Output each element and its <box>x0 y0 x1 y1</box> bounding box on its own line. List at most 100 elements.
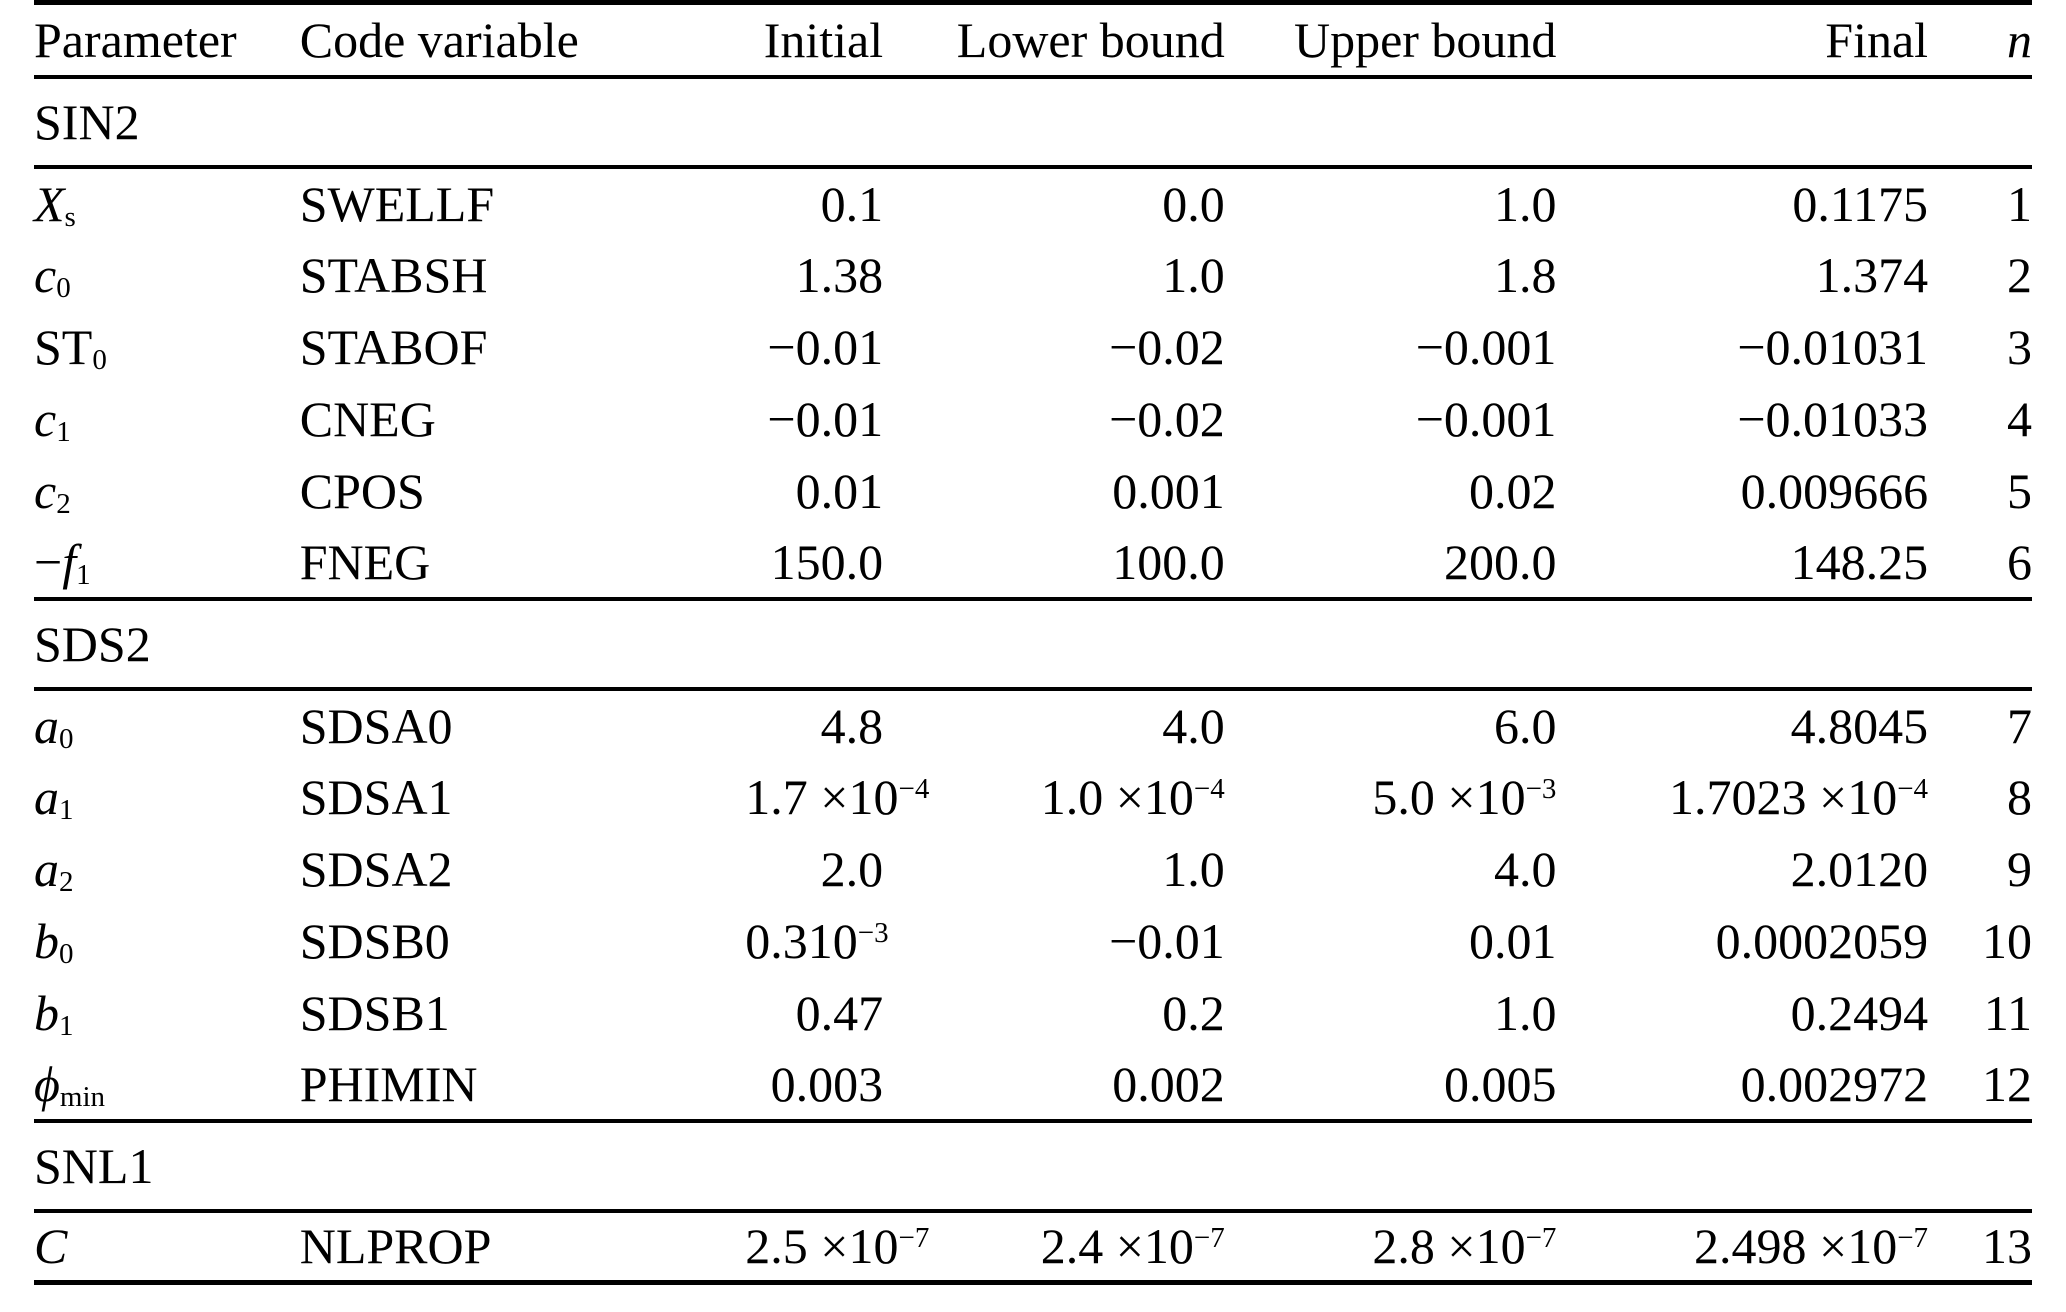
table-row: c2 CPOS 0.01 0.001 0.02 0.009666 5 <box>34 455 2032 527</box>
cell-initial: 1.7 ×10−4 <box>745 768 930 825</box>
table-row: a0 SDSA0 4.8 4.0 6.0 4.8045 7 <box>34 689 2032 761</box>
cell-parameter: a2 <box>34 840 74 898</box>
cell-initial: 150.0 <box>770 533 884 590</box>
cell-code-variable: STABOF <box>299 318 488 375</box>
cell-final: 2.0120 <box>1790 840 1929 897</box>
cell-final: −0.01033 <box>1737 390 1929 447</box>
table-row: c0 STABSH 1.38 1.0 1.8 1.374 2 <box>34 239 2032 311</box>
cell-n: 7 <box>2007 697 2032 754</box>
section-row: SIN2 <box>34 76 2032 167</box>
section-row: SNL1 <box>34 1120 2032 1211</box>
cell-upper-bound: 1.0 <box>1493 984 1557 1041</box>
cell-lower-bound: 4.0 <box>1162 697 1225 754</box>
cell-lower-bound: 100.0 <box>1112 533 1225 590</box>
cell-n: 10 <box>1982 912 2032 969</box>
cell-initial: 4.8 <box>820 697 884 754</box>
table-row: b1 SDSB1 0.47 0.2 1.0 0.2494 11 <box>34 977 2032 1049</box>
cell-final: 4.8045 <box>1790 697 1929 754</box>
cell-initial: −0.01 <box>767 390 884 447</box>
cell-lower-bound: 0.002 <box>1112 1055 1225 1112</box>
cell-code-variable: STABSH <box>299 246 488 303</box>
cell-code-variable: CPOS <box>299 462 425 519</box>
cell-upper-bound: 4.0 <box>1493 840 1557 897</box>
cell-parameter: c0 <box>34 246 71 304</box>
table-row: ST0 STABOF −0.01 −0.02 −0.001 −0.01031 3 <box>34 311 2032 383</box>
cell-upper-bound: 1.8 <box>1493 246 1557 303</box>
table-row: c1 CNEG −0.01 −0.02 −0.001 −0.01033 4 <box>34 383 2032 455</box>
section-label: SIN2 <box>34 93 140 150</box>
cell-lower-bound: 0.001 <box>1112 462 1225 519</box>
table-row: b0 SDSB0 0.310−3 −0.01 0.01 0.0002059 10 <box>34 905 2032 977</box>
cell-lower-bound: 0.2 <box>1162 984 1225 1041</box>
cell-upper-bound: 0.02 <box>1468 462 1557 519</box>
table-header: Parameter Code variable Initial Lower bound… <box>34 3 2032 77</box>
cell-n: 3 <box>2007 318 2032 375</box>
cell-final: 0.009666 <box>1740 462 1929 519</box>
cell-parameter: ϕmin <box>34 1055 106 1113</box>
cell-upper-bound: 2.8 ×10−7 <box>1372 1218 1557 1275</box>
cell-final: 1.7023 ×10−4 <box>1669 768 1929 825</box>
cell-parameter: c2 <box>34 462 71 520</box>
cell-final: 0.2494 <box>1790 984 1929 1041</box>
cell-n: 9 <box>2007 840 2032 897</box>
cell-lower-bound: −0.02 <box>1109 318 1225 375</box>
parameters-table: Parameter Code variable Initial Lower bound… <box>34 0 2032 1285</box>
cell-parameter: ST0 <box>34 318 107 376</box>
cell-code-variable: SDSA1 <box>299 768 453 825</box>
cell-upper-bound: 0.01 <box>1468 912 1557 969</box>
column-header-n: n <box>2007 11 2032 68</box>
cell-lower-bound: −0.01 <box>1109 912 1225 969</box>
cell-initial: 2.5 ×10−7 <box>745 1218 930 1275</box>
section-row: SDS2 <box>34 598 2032 689</box>
cell-n: 8 <box>2007 768 2032 825</box>
column-header-parameter: Parameter <box>34 11 237 68</box>
table-row: C NLPROP 2.5 ×10−7 2.4 ×10−7 2.8 ×10−7 2.498 … <box>34 1211 2032 1283</box>
cell-n: 12 <box>1982 1055 2032 1112</box>
cell-lower-bound: 2.4 ×10−7 <box>1040 1218 1225 1275</box>
cell-lower-bound: 1.0 <box>1162 246 1225 303</box>
cell-n: 5 <box>2007 462 2032 519</box>
cell-final: 2.498 ×10−7 <box>1694 1218 1929 1275</box>
section-label: SDS2 <box>34 615 151 672</box>
cell-final: 0.002972 <box>1740 1055 1929 1112</box>
cell-parameter: b1 <box>34 984 74 1042</box>
header-row: Parameter Code variable Initial Lower bound… <box>34 3 2032 77</box>
cell-final: 0.1175 <box>1792 175 1929 232</box>
cell-parameter: −f1 <box>34 533 91 591</box>
cell-upper-bound: 1.0 <box>1493 175 1557 232</box>
cell-parameter: C <box>34 1218 68 1275</box>
cell-code-variable: PHIMIN <box>299 1055 478 1112</box>
cell-upper-bound: 0.005 <box>1443 1055 1557 1112</box>
column-header-upper-bound: Upper bound <box>1293 11 1557 68</box>
cell-parameter: Xs <box>34 175 76 233</box>
cell-initial: −0.01 <box>767 318 884 375</box>
cell-n: 4 <box>2007 390 2032 447</box>
cell-final: 0.0002059 <box>1715 912 1929 969</box>
cell-lower-bound: 1.0 <box>1162 840 1225 897</box>
cell-upper-bound: −0.001 <box>1415 318 1557 375</box>
column-header-lower-bound: Lower bound <box>956 11 1225 68</box>
cell-parameter: c1 <box>34 390 71 448</box>
cell-initial: 0.003 <box>770 1055 884 1112</box>
column-header-code-variable: Code variable <box>299 11 579 68</box>
cell-initial: 0.1 <box>820 175 884 232</box>
cell-code-variable: SWELLF <box>299 175 495 232</box>
cell-parameter: a0 <box>34 697 74 755</box>
cell-upper-bound: 200.0 <box>1443 533 1557 590</box>
cell-lower-bound: −0.02 <box>1109 390 1225 447</box>
cell-code-variable: CNEG <box>299 390 436 447</box>
table-row: −f1 FNEG 150.0 100.0 200.0 148.25 6 <box>34 527 2032 599</box>
cell-upper-bound: −0.001 <box>1415 390 1557 447</box>
cell-code-variable: SDSA2 <box>299 840 453 897</box>
table-row: a2 SDSA2 2.0 1.0 4.0 2.0120 9 <box>34 833 2032 905</box>
cell-initial: 1.38 <box>795 246 884 303</box>
cell-code-variable: SDSB0 <box>299 912 450 969</box>
cell-initial: 0.47 <box>795 984 884 1041</box>
table-body: SIN2 Xs SWELLF 0.1 0.0 1.0 0.1175 1 c0 STABSH 1.38… <box>34 76 2032 1283</box>
cell-n: 11 <box>1983 984 2032 1041</box>
cell-final: 148.25 <box>1790 533 1929 590</box>
cell-final: 1.374 <box>1815 246 1929 303</box>
cell-parameter: b0 <box>34 912 74 970</box>
cell-code-variable: NLPROP <box>299 1218 492 1275</box>
